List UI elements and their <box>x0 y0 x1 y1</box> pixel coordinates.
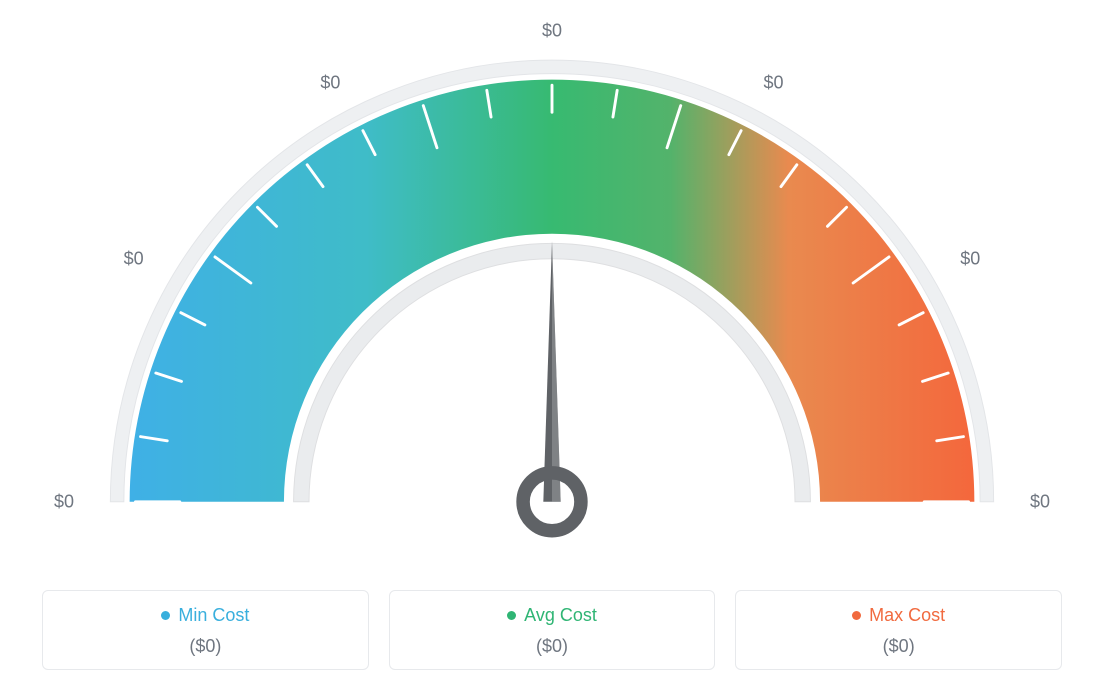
legend-value-max: ($0) <box>746 636 1051 657</box>
gauge-chart: $0 $0 $0 $0 $0 $0 $0 <box>42 10 1062 550</box>
gauge-svg <box>42 10 1062 550</box>
legend-label: Max Cost <box>869 605 945 626</box>
dot-icon <box>161 611 170 620</box>
dot-icon <box>507 611 516 620</box>
legend-title-min: Min Cost <box>161 605 249 626</box>
legend-card-max: Max Cost ($0) <box>735 590 1062 670</box>
gauge-scale-label: $0 <box>764 72 784 93</box>
legend-label: Min Cost <box>178 605 249 626</box>
gauge-scale-label: $0 <box>124 249 144 270</box>
legend-title-avg: Avg Cost <box>507 605 597 626</box>
legend-row: Min Cost ($0) Avg Cost ($0) Max Cost ($0… <box>42 590 1062 670</box>
legend-value-min: ($0) <box>53 636 358 657</box>
gauge-scale-label: $0 <box>1030 491 1050 512</box>
gauge-scale-label: $0 <box>54 491 74 512</box>
dot-icon <box>852 611 861 620</box>
gauge-scale-label: $0 <box>320 72 340 93</box>
legend-card-min: Min Cost ($0) <box>42 590 369 670</box>
legend-title-max: Max Cost <box>852 605 945 626</box>
legend-card-avg: Avg Cost ($0) <box>389 590 716 670</box>
gauge-scale-label: $0 <box>542 21 562 42</box>
legend-value-avg: ($0) <box>400 636 705 657</box>
gauge-scale-label: $0 <box>960 249 980 270</box>
legend-label: Avg Cost <box>524 605 597 626</box>
